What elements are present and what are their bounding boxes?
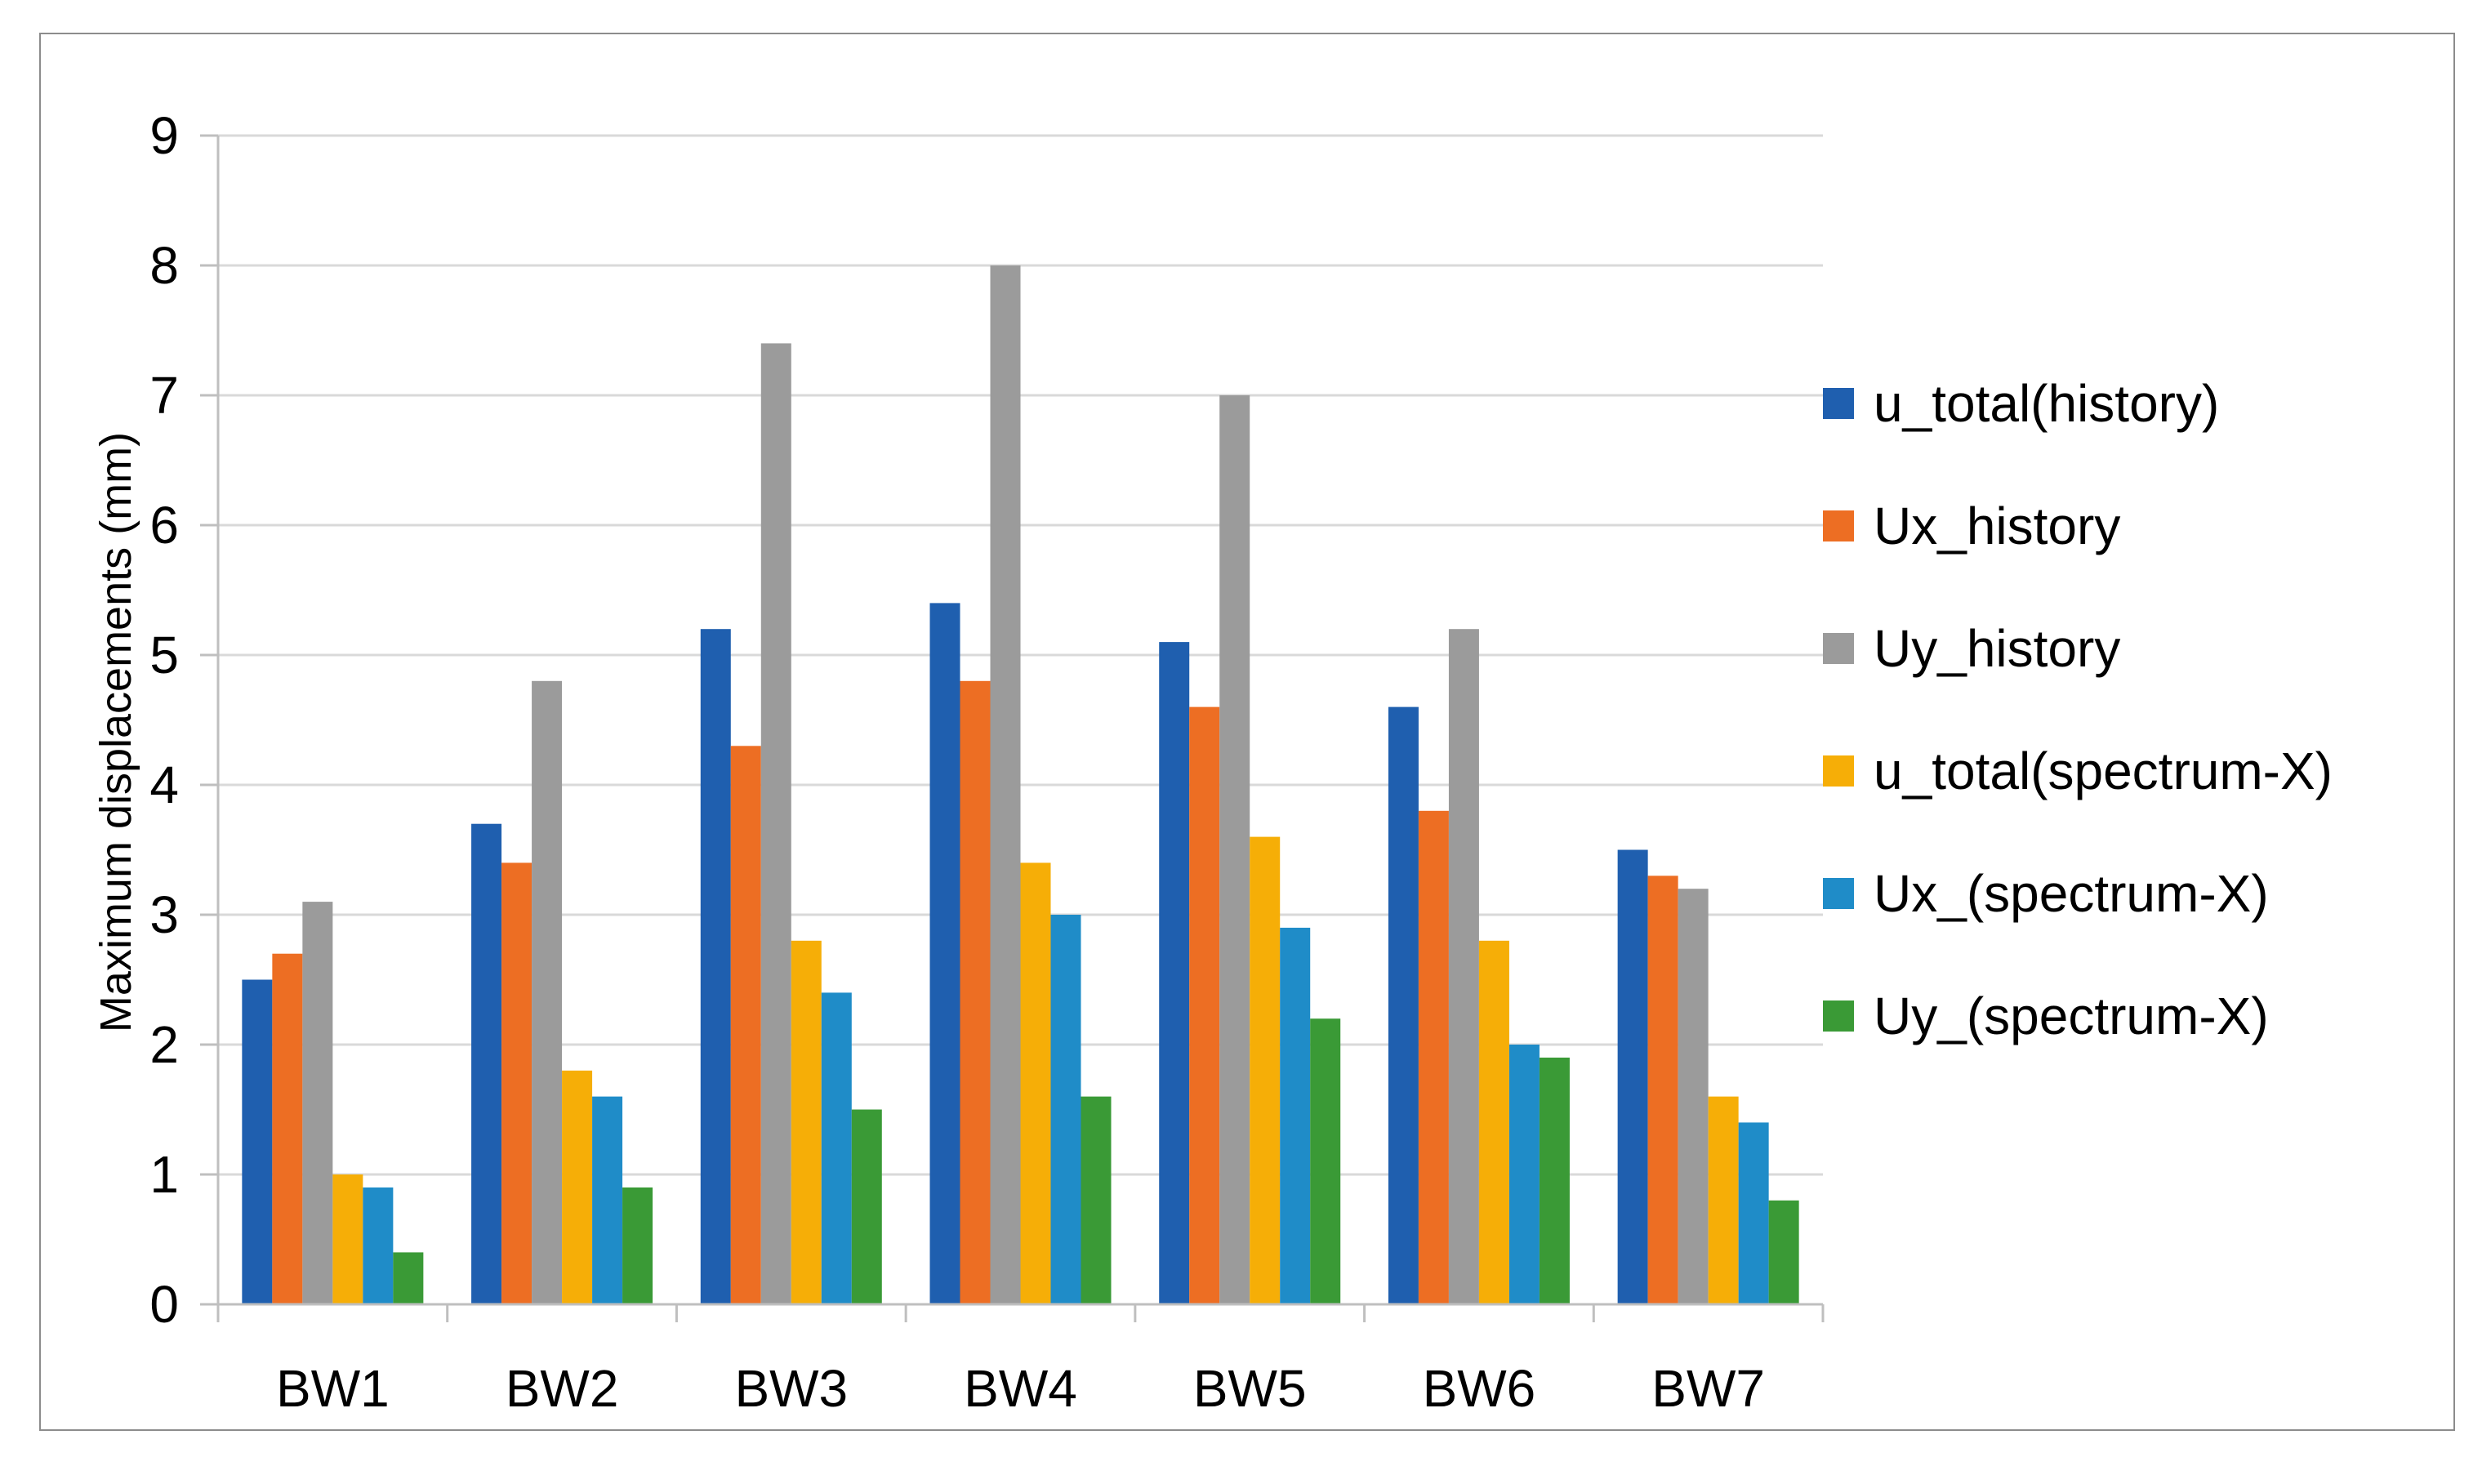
y-tick-label: 9 xyxy=(149,106,179,165)
axes xyxy=(200,134,1825,1322)
legend-swatch-2 xyxy=(1823,510,1854,541)
bar-bw5-series-3 xyxy=(1219,395,1250,1304)
bar-bw7-series-3 xyxy=(1678,889,1709,1304)
legend-label-3: Uy_history xyxy=(1874,619,2120,678)
bar-bw5-series-2 xyxy=(1189,706,1220,1304)
bar-bw6-series-1 xyxy=(1388,706,1419,1304)
bar-bw1-series-2 xyxy=(272,953,303,1304)
bar-bw4-series-3 xyxy=(990,265,1021,1304)
x-tick-label: BW1 xyxy=(276,1359,390,1418)
bar-bw3-series-2 xyxy=(730,746,761,1304)
bars xyxy=(242,265,1799,1304)
y-tick-label: 0 xyxy=(149,1275,179,1334)
bar-bw3-series-3 xyxy=(760,343,791,1304)
x-tick-label: BW4 xyxy=(964,1359,1077,1418)
y-tick-label: 7 xyxy=(149,366,179,425)
y-tick-label: 3 xyxy=(149,885,179,944)
bar-bw5-series-4 xyxy=(1250,836,1281,1304)
bar-bw1-series-1 xyxy=(242,979,273,1304)
bar-bw1-series-4 xyxy=(332,1174,363,1304)
bar-bw5-series-1 xyxy=(1159,642,1190,1304)
legend-label-5: Ux_(spectrum-X) xyxy=(1874,864,2269,923)
bar-bw4-series-5 xyxy=(1050,915,1081,1304)
y-tick-label: 1 xyxy=(149,1145,179,1204)
bar-bw6-series-4 xyxy=(1478,940,1509,1304)
bar-bw6-series-6 xyxy=(1539,1057,1570,1304)
bar-bw6-series-3 xyxy=(1448,629,1479,1304)
bar-bw2-series-5 xyxy=(592,1096,623,1304)
bar-bw7-series-4 xyxy=(1708,1096,1739,1304)
legend-label-2: Ux_history xyxy=(1874,497,2120,555)
bar-bw5-series-6 xyxy=(1310,1018,1341,1304)
y-axis-label: Maximum displacements (mm) xyxy=(91,432,140,1032)
bar-bw3-series-6 xyxy=(851,1109,882,1304)
bar-bw1-series-3 xyxy=(302,902,333,1304)
x-tick-label: BW3 xyxy=(734,1359,848,1418)
y-tick-label: 2 xyxy=(149,1015,179,1074)
bar-bw6-series-5 xyxy=(1508,1045,1540,1304)
bar-bw3-series-4 xyxy=(791,940,822,1304)
bar-bw2-series-1 xyxy=(471,823,502,1304)
y-tick-label: 5 xyxy=(149,626,179,684)
bar-bw7-series-2 xyxy=(1647,876,1678,1304)
legend-swatch-3 xyxy=(1823,633,1854,664)
bar-bw7-series-5 xyxy=(1738,1122,1769,1304)
legend-label-4: u_total(spectrum-X) xyxy=(1874,742,2333,800)
bar-bw7-series-1 xyxy=(1617,849,1648,1304)
bar-bw4-series-6 xyxy=(1081,1096,1112,1304)
bar-bw6-series-2 xyxy=(1418,810,1449,1304)
legend-label-6: Uy_(spectrum-X) xyxy=(1874,987,2269,1045)
bar-bw4-series-2 xyxy=(960,680,991,1304)
y-tick-labels: 0 1 2 3 4 5 6 7 8 9 xyxy=(149,106,179,1334)
chart-frame: 0 1 2 3 4 5 6 7 8 9 BW1 BW2 BW3 BW4 BW5 BW6 BW7 Maximum… xyxy=(39,33,2455,1431)
bar-bw7-series-6 xyxy=(1768,1200,1799,1304)
x-tick-label: BW2 xyxy=(506,1359,619,1418)
legend-label-1: u_total(history) xyxy=(1874,374,2219,433)
bar-bw3-series-1 xyxy=(700,629,731,1304)
x-tick-label: BW5 xyxy=(1193,1359,1307,1418)
legend: u_total(history) Ux_history Uy_history u_to… xyxy=(1823,374,2333,1045)
legend-swatch-5 xyxy=(1823,878,1854,909)
x-tick-label: BW6 xyxy=(1423,1359,1536,1418)
bar-bw2-series-2 xyxy=(501,862,533,1304)
x-tick-label: BW7 xyxy=(1651,1359,1765,1418)
bar-bw2-series-3 xyxy=(532,680,563,1304)
bar-bw5-series-5 xyxy=(1280,927,1311,1304)
bar-bw4-series-4 xyxy=(1020,862,1051,1304)
legend-swatch-6 xyxy=(1823,1000,1854,1032)
bar-bw4-series-1 xyxy=(929,603,960,1304)
legend-swatch-1 xyxy=(1823,388,1854,419)
bar-bw2-series-6 xyxy=(622,1187,653,1304)
x-tick-labels: BW1 BW2 BW3 BW4 BW5 BW6 BW7 xyxy=(276,1359,1765,1418)
bar-chart: 0 1 2 3 4 5 6 7 8 9 BW1 BW2 BW3 BW4 BW5 BW6 BW7 Maximum… xyxy=(91,106,2333,1418)
y-tick-label: 4 xyxy=(149,755,179,814)
bar-bw1-series-6 xyxy=(393,1252,424,1304)
y-tick-label: 8 xyxy=(149,236,179,295)
legend-swatch-4 xyxy=(1823,755,1854,787)
y-tick-label: 6 xyxy=(149,496,179,555)
bar-bw2-series-4 xyxy=(562,1070,593,1304)
bar-bw3-series-5 xyxy=(821,992,852,1304)
bar-bw1-series-5 xyxy=(363,1187,394,1304)
